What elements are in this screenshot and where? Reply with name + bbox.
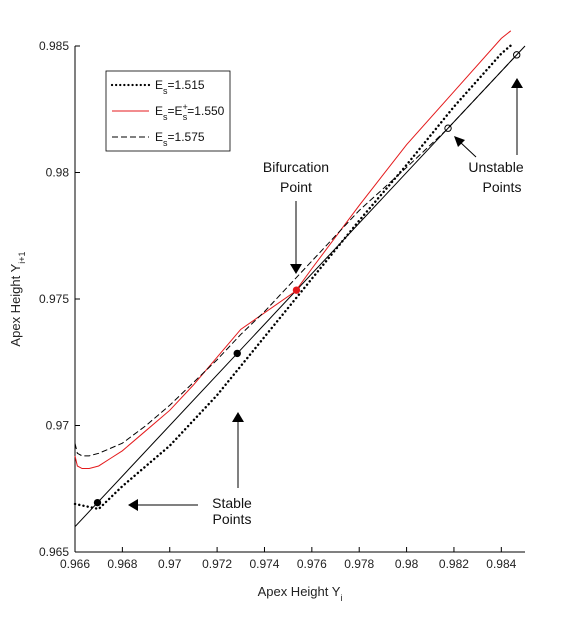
y-tick-label: 0.965 [39, 545, 69, 559]
x-tick-label: 0.974 [249, 557, 279, 571]
x-tick-label: 0.972 [202, 557, 232, 571]
unstable-label-line2: Points [483, 179, 522, 195]
unstable-arrow-shaft-diagonal [459, 141, 477, 158]
bifurcation-arrow-head [290, 264, 302, 274]
bifurcation-annotation: Bifurcation Point [263, 159, 329, 274]
y-tick-label: 0.975 [39, 292, 69, 306]
unstable-arrow-head-vertical [511, 78, 523, 88]
x-tick-label: 0.984 [486, 557, 516, 571]
x-tick-label: 0.976 [297, 557, 327, 571]
legend: Es=1.515 Es=E+ s=1.550 Es=1.575 [105, 70, 231, 152]
x-tick-label: 0.982 [439, 557, 469, 571]
unstable-label-line1: Unstable [468, 159, 523, 175]
x-tick-label: 0.968 [107, 557, 137, 571]
stable-label-line2: Points [213, 511, 252, 527]
legend-entry-es1550: Es=E+ s=1.550 [155, 102, 225, 122]
stable-arrow-head-horizontal [128, 499, 138, 511]
x-tick-label: 0.98 [395, 557, 419, 571]
stable-point-1 [93, 498, 102, 507]
axes: 0.966 0.968 0.97 0.972 0.974 0.976 0.978 0.98 0.… [39, 39, 525, 571]
bifurcation-label-line2: Point [280, 179, 312, 195]
y-tick-label: 0.98 [46, 166, 70, 180]
stable-point-2 [233, 349, 241, 358]
x-axis-label: Apex Height Yi [258, 584, 343, 603]
y-tick-label: 0.985 [39, 39, 69, 53]
series-line-es1575 [74, 55, 516, 457]
unstable-point-2 [513, 51, 521, 59]
unstable-annotation: Unstable Points [454, 78, 524, 195]
unstable-point-1 [444, 124, 452, 132]
legend-entry-es1575: Es=1.575 [155, 130, 205, 148]
series-line-es1550 [74, 30, 512, 470]
stable-label-line1: Stable [212, 495, 252, 511]
y-axis-label: Apex Height Yi+1 [8, 251, 27, 346]
series-line-es1515 [73, 42, 515, 511]
stable-annotation: Stable Points [128, 412, 252, 527]
stable-arrow-head-vertical [232, 412, 244, 422]
y-tick-label: 0.97 [46, 419, 70, 433]
legend-entry-es1515: Es=1.515 [155, 78, 205, 96]
fixed-points [93, 51, 521, 507]
x-tick-label: 0.97 [158, 557, 182, 571]
x-tick-label: 0.978 [344, 557, 374, 571]
bifurcation-label-line1: Bifurcation [263, 159, 329, 175]
bifurcation-point [292, 286, 301, 294]
x-tick-label: 0.966 [60, 557, 90, 571]
unstable-arrow-head-diagonal [454, 136, 465, 147]
